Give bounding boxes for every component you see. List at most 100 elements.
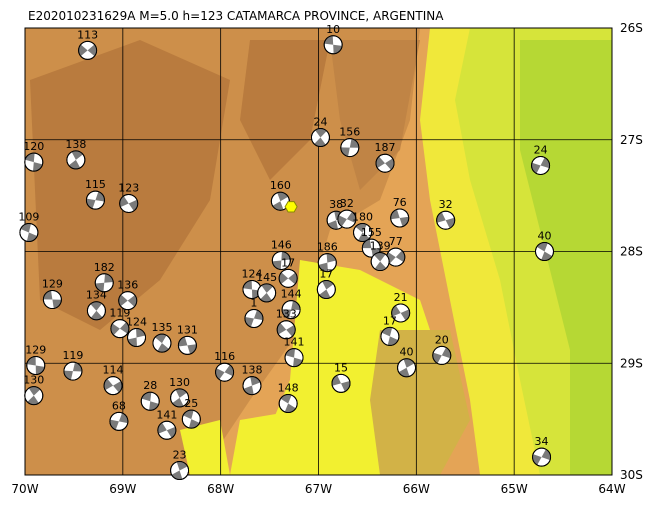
beachball-outline <box>432 345 452 365</box>
focal-mechanism <box>152 333 172 353</box>
depth-label: 124 <box>241 267 262 280</box>
focal-mechanism <box>118 291 138 311</box>
beachball-quadrant <box>90 301 103 320</box>
depth-label: 135 <box>151 321 172 334</box>
beachball-quadrant <box>386 250 405 264</box>
depth-label: 28 <box>143 379 157 392</box>
depth-label: 145 <box>256 271 277 284</box>
focal-mechanism <box>531 155 551 175</box>
beachball-quadrant <box>337 211 356 227</box>
depth-label: 129 <box>25 343 46 356</box>
beachball-quadrant <box>340 138 359 157</box>
beachball-quadrant <box>272 192 289 211</box>
beachball-outline <box>63 361 83 381</box>
beachball-quadrant <box>362 239 381 258</box>
depth-label: 114 <box>103 364 124 377</box>
beachball-quadrant <box>243 376 261 395</box>
depth-label: 124 <box>126 316 147 329</box>
beachball-quadrant <box>243 280 261 299</box>
depth-label: 113 <box>77 28 98 41</box>
beachball-quadrant <box>155 334 169 353</box>
depth-label: 17 <box>281 256 295 269</box>
focal-mechanism <box>370 252 390 272</box>
beachball-outline <box>26 355 46 375</box>
depth-label: 24 <box>313 116 327 129</box>
beachball-outline <box>118 291 138 311</box>
beachball-quadrant <box>157 422 176 438</box>
beachball-quadrant <box>390 209 409 227</box>
focal-mechanism <box>177 335 197 355</box>
beachball-quadrant <box>432 347 451 364</box>
depth-label: 23 <box>173 449 187 462</box>
beachball-outline <box>19 223 39 243</box>
beachball-quadrant <box>63 362 82 380</box>
depth-label: 21 <box>394 291 408 304</box>
beachball-outline <box>278 268 298 288</box>
depth-label: 40 <box>400 346 414 359</box>
beachball-outline <box>257 283 277 303</box>
beachball-outline <box>390 208 410 228</box>
focal-mechanism <box>26 355 46 375</box>
beachball-quadrant <box>20 223 38 242</box>
beachball-quadrant <box>43 290 62 309</box>
focal-mechanism <box>244 309 264 329</box>
depth-label: 182 <box>94 261 115 274</box>
focal-mechanism <box>19 223 39 243</box>
beachball-quadrant <box>532 449 551 465</box>
focal-mechanism <box>375 153 395 173</box>
beachball-quadrant <box>178 336 197 354</box>
y-tick-label: 28S <box>620 245 643 259</box>
beachball-outline <box>103 376 123 396</box>
depth-label: 15 <box>334 361 348 374</box>
beachball-outline <box>340 138 360 158</box>
depth-label: 116 <box>214 350 235 363</box>
focal-mechanism <box>310 128 330 148</box>
depth-label: 76 <box>393 196 407 209</box>
focal-mechanism <box>78 40 98 60</box>
focal-mechanism <box>323 35 343 55</box>
focal-mechanism <box>436 210 456 230</box>
focal-mechanism <box>337 209 357 229</box>
y-tick-label: 30S <box>620 468 643 482</box>
focal-mechanism <box>278 393 298 413</box>
beachball-outline <box>534 242 554 261</box>
beachball-outline <box>531 155 551 175</box>
beachball-quadrant <box>119 195 138 211</box>
depth-label: 17 <box>319 267 333 280</box>
beachball-quadrant <box>391 305 410 321</box>
depth-label: 146 <box>271 238 292 251</box>
focal-mechanism <box>242 279 262 299</box>
focal-mechanism <box>110 319 130 339</box>
beachball-quadrant <box>104 378 123 393</box>
focal-mechanism <box>316 279 336 299</box>
depth-label: 20 <box>435 333 449 346</box>
depth-label: 186 <box>317 241 338 254</box>
beachball-quadrant <box>314 128 327 147</box>
beachball-outline <box>284 348 304 368</box>
beachball-outline <box>215 362 235 382</box>
depth-label: 10 <box>326 23 340 36</box>
beachball-outline <box>170 461 190 481</box>
focal-mechanism <box>317 253 337 273</box>
beachball-quadrant <box>127 328 146 347</box>
beachball-outline <box>375 153 395 173</box>
beachball-quadrant <box>324 35 343 54</box>
focal-mechanism <box>42 290 62 310</box>
beachball-quadrant <box>110 322 129 336</box>
focal-mechanism <box>534 242 554 261</box>
beachball-outline <box>331 373 351 393</box>
depth-label: 32 <box>340 197 354 210</box>
beachball-outline <box>42 290 62 310</box>
focal-mechanism <box>270 191 290 211</box>
focal-mechanism <box>94 273 114 293</box>
depth-label: 40 <box>537 230 551 243</box>
focal-mechanism <box>271 250 291 270</box>
depth-label: 160 <box>270 179 291 192</box>
focal-mechanism <box>109 411 129 431</box>
focal-mechanism <box>140 391 160 411</box>
beachball-quadrant <box>279 272 298 285</box>
beachball-outline <box>317 253 337 273</box>
beachball-outline <box>127 328 147 348</box>
beachball-quadrant <box>68 150 83 169</box>
depth-label: 134 <box>86 289 107 302</box>
